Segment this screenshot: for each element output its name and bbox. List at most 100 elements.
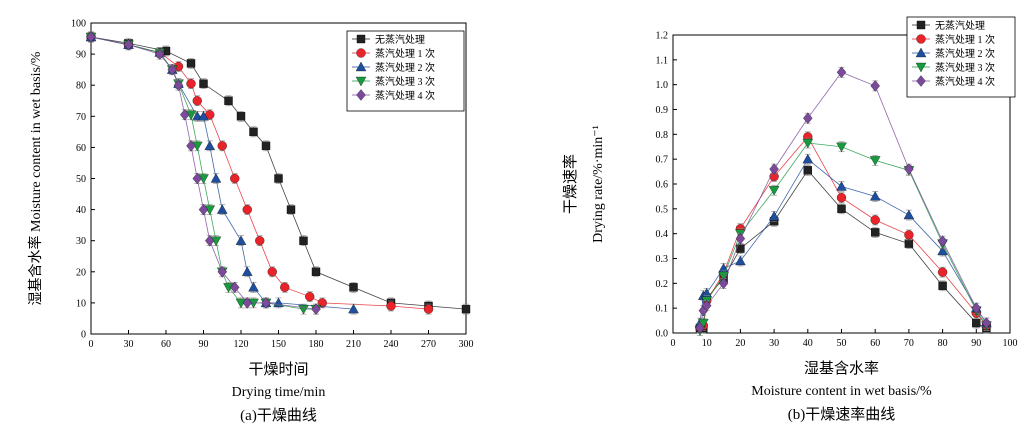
legend-marker — [355, 61, 367, 72]
data-point — [702, 299, 712, 312]
x-tick-label: 70 — [904, 338, 914, 349]
x-tick-label: 210 — [346, 339, 361, 350]
legend-label: 蒸汽处理 4 次 — [935, 75, 995, 88]
data-point — [261, 297, 271, 309]
legend-label: 蒸汽处理 2 次 — [935, 47, 995, 60]
legend-label: 蒸汽处理 2 次 — [375, 61, 435, 74]
panel-b: 0 10 20 30 40 50 60 70 80 90 100 0.0 0.1 0.2 0.3 0.4 0.5… — [562, 16, 1018, 423]
data-point — [870, 215, 880, 225]
data-point — [199, 79, 208, 88]
x-tick-label: 30 — [124, 339, 134, 350]
y-tick-label: 90 — [76, 50, 86, 61]
panel-a: 0 30 60 90 120 150 180 210 240 270 300 0 10 20 30 40 50 6… — [27, 19, 474, 425]
y-tick-label: 10 — [76, 298, 86, 309]
data-point — [186, 59, 196, 68]
data-point — [192, 96, 202, 106]
x-tick-label: 90 — [971, 338, 981, 349]
data-point — [903, 209, 915, 220]
x-tick-label: 10 — [702, 338, 712, 349]
data-point — [937, 245, 948, 256]
legend-marker — [916, 34, 926, 44]
x-tick-label: 300 — [459, 339, 474, 350]
y-tick-label: 1.2 — [656, 31, 669, 42]
series-1 — [86, 31, 434, 315]
x-tick-label: 0 — [671, 338, 676, 349]
legend-label: 无蒸汽处理 — [935, 19, 985, 32]
data-point — [871, 228, 880, 237]
data-point — [803, 166, 812, 175]
y-tick-label: 0.3 — [656, 254, 669, 265]
x-tick-label: 270 — [421, 339, 436, 350]
x-tick-label: 90 — [199, 339, 209, 350]
legend-label: 蒸汽处理 4 次 — [375, 89, 435, 102]
data-point — [311, 267, 321, 276]
y-tick-label: 0.9 — [656, 105, 669, 116]
data-point — [217, 266, 227, 278]
data-point — [167, 63, 177, 76]
data-point — [173, 79, 184, 91]
data-point — [695, 322, 705, 334]
data-point — [236, 112, 246, 121]
data-point — [837, 204, 846, 214]
data-point — [311, 303, 321, 315]
y-axis-title: 湿基含水率 Moisture content in wet basis/% — [27, 51, 44, 305]
data-point — [423, 304, 434, 314]
y-tick-label: 30 — [76, 236, 86, 247]
data-point — [938, 281, 947, 291]
series-4 — [86, 31, 321, 315]
x-tick-label: 150 — [271, 339, 286, 350]
data-point — [186, 140, 196, 152]
data-point — [981, 317, 992, 329]
data-point — [248, 282, 259, 292]
y-tick-label: 0.2 — [656, 279, 669, 290]
data-point — [216, 204, 228, 214]
data-point — [386, 301, 396, 311]
y-tick-label: 60 — [76, 143, 86, 154]
x-axis-title-cn: 湿基含水率 — [804, 360, 879, 377]
y-axis-title-cn: 干燥速率 — [562, 154, 579, 214]
legend-label: 蒸汽处理 1 次 — [935, 33, 995, 46]
x-tick-label: 30 — [769, 338, 779, 349]
data-point — [224, 96, 233, 105]
y-tick-label: 1.0 — [656, 80, 669, 91]
data-point — [802, 138, 814, 149]
data-point — [249, 127, 258, 137]
y-tick-label: 20 — [76, 267, 86, 278]
legend-marker — [915, 47, 927, 58]
data-point — [210, 173, 222, 183]
data-point — [768, 210, 780, 221]
data-point — [241, 266, 253, 276]
x-axis-title: Drying time/min — [232, 385, 326, 400]
data-point — [261, 141, 271, 151]
y-tick-label: 50 — [76, 174, 86, 185]
data-point — [192, 172, 202, 185]
panel-caption: (a)干燥曲线 — [240, 407, 317, 424]
data-point — [836, 142, 847, 153]
data-point — [186, 78, 196, 89]
panel-caption: (b)干燥速率曲线 — [788, 406, 896, 423]
legend-marker — [356, 48, 366, 58]
data-point — [937, 267, 948, 277]
legend-label: 蒸汽处理 1 次 — [375, 47, 435, 60]
x-tick-label: 60 — [870, 338, 880, 349]
data-point — [267, 267, 277, 277]
y-tick-label: 0.5 — [656, 204, 669, 215]
legend-marker — [356, 34, 366, 44]
data-point — [198, 203, 209, 216]
y-tick-label: 70 — [76, 112, 86, 123]
legend-marker — [916, 75, 926, 87]
data-point — [235, 235, 247, 245]
data-point — [180, 109, 190, 121]
legend-marker — [356, 89, 366, 101]
data-point — [904, 230, 914, 240]
data-point — [286, 205, 296, 214]
y-tick-label: 40 — [76, 205, 86, 216]
data-point — [348, 303, 359, 314]
data-point — [836, 66, 847, 78]
data-point — [198, 110, 209, 121]
data-point — [870, 80, 880, 92]
data-point — [217, 141, 227, 151]
